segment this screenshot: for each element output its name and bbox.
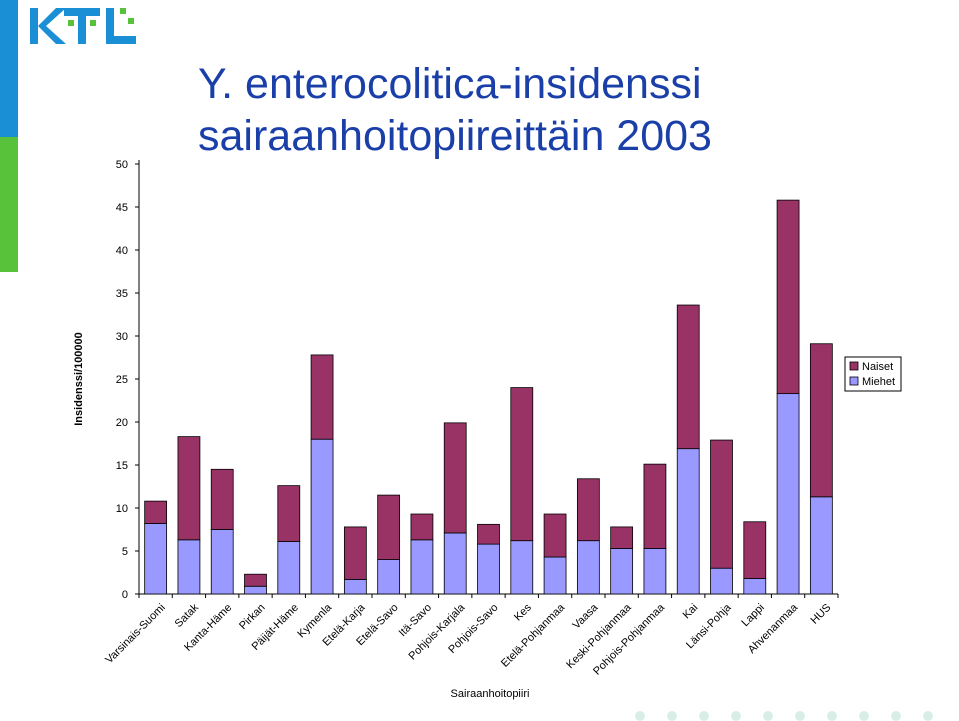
bar-miehet-1	[144, 523, 168, 595]
bar-miehet-19	[743, 578, 767, 595]
x-tick-label: Varsinais-Suomi	[103, 602, 168, 667]
bar-miehet-14	[576, 540, 600, 595]
bar-miehet-15	[610, 548, 634, 595]
bar-miehet-9	[410, 539, 434, 595]
x-tick-label: HUS	[809, 602, 834, 627]
x-tick-label: Vaasa	[571, 601, 602, 632]
bar-miehet-7	[343, 578, 367, 595]
x-tick-label: Etelä-Pohjanmaa	[499, 601, 568, 670]
y-tick-label: 20	[116, 417, 128, 429]
y-tick-label: 10	[116, 503, 128, 515]
bar-naiset-8	[377, 494, 401, 561]
bar-miehet-8	[377, 559, 401, 595]
bar-naiset-4	[244, 573, 267, 587]
chart-title: Y. enterocolitica-insidenssi sairaanhoit…	[198, 58, 938, 162]
bar-miehet-10	[443, 532, 467, 595]
bar-miehet-12	[510, 540, 534, 595]
bar-miehet-18	[710, 567, 733, 595]
chart-title-line-1: Y. enterocolitica-insidenssi	[198, 60, 702, 108]
bar-naiset-13	[543, 513, 567, 558]
y-tick-label: 35	[116, 288, 128, 300]
bar-naiset-5	[277, 485, 301, 542]
bar-miehet-4	[244, 585, 267, 595]
bar-naiset-9	[410, 513, 434, 541]
bar-naiset-12	[510, 387, 534, 542]
bar-miehet-16	[643, 548, 667, 595]
y-tick-label: 30	[116, 331, 128, 343]
bar-miehet-2	[177, 539, 201, 595]
x-axis-label: Sairaanhoitopiiri	[451, 688, 530, 700]
x-tick-label: Kes	[512, 601, 534, 623]
x-tick-label: Lappi	[739, 602, 767, 630]
bar-naiset-16	[643, 463, 667, 549]
y-tick-label: 45	[116, 202, 128, 214]
bar-miehet-20	[776, 393, 800, 595]
bar-naiset-19	[743, 521, 767, 579]
y-tick-label: 25	[116, 374, 128, 386]
x-tick-label: Pirkan	[237, 602, 268, 633]
bar-naiset-6	[310, 354, 334, 440]
x-tick-label: Satak	[173, 601, 202, 630]
bar-miehet-3	[210, 529, 234, 595]
bar-naiset-18	[710, 439, 733, 569]
y-tick-label: 5	[122, 546, 128, 558]
legend-swatch-naiset	[849, 361, 859, 371]
x-tick-label: Kai	[681, 602, 701, 622]
bar-miehet-17	[676, 448, 700, 595]
bar-naiset-1	[144, 500, 168, 524]
y-tick-label: 50	[116, 159, 128, 171]
bar-miehet-21	[809, 496, 833, 595]
decorative-dots	[635, 711, 933, 721]
brand-stripe-green	[0, 137, 18, 272]
chart-title-line-2: sairaanhoitopiireittäin 2003	[198, 112, 712, 160]
bar-naiset-3	[210, 468, 234, 530]
bar-miehet-11	[477, 543, 500, 595]
bar-naiset-21	[809, 343, 833, 498]
y-tick-label: 0	[122, 589, 128, 601]
bar-naiset-17	[676, 304, 700, 450]
bar-naiset-20	[776, 199, 800, 395]
bar-miehet-6	[310, 438, 334, 595]
y-tick-label: 40	[116, 245, 128, 257]
bar-naiset-15	[610, 526, 634, 549]
bar-naiset-10	[443, 422, 467, 534]
legend-swatch-miehet	[849, 376, 859, 386]
legend-label-naiset: Naiset	[862, 361, 893, 373]
bar-naiset-14	[576, 478, 600, 542]
y-tick-label: 15	[116, 460, 128, 472]
bar-naiset-2	[177, 436, 201, 541]
bar-miehet-13	[543, 556, 567, 595]
bar-naiset-11	[477, 523, 500, 545]
bar-naiset-7	[343, 526, 367, 580]
brand-stripe-blue	[0, 0, 18, 137]
ktl-logo	[30, 8, 136, 44]
bar-miehet-5	[277, 541, 301, 595]
legend-label-miehet: Miehet	[862, 376, 895, 388]
y-axis-label: Insidenssi/100000	[73, 332, 85, 426]
